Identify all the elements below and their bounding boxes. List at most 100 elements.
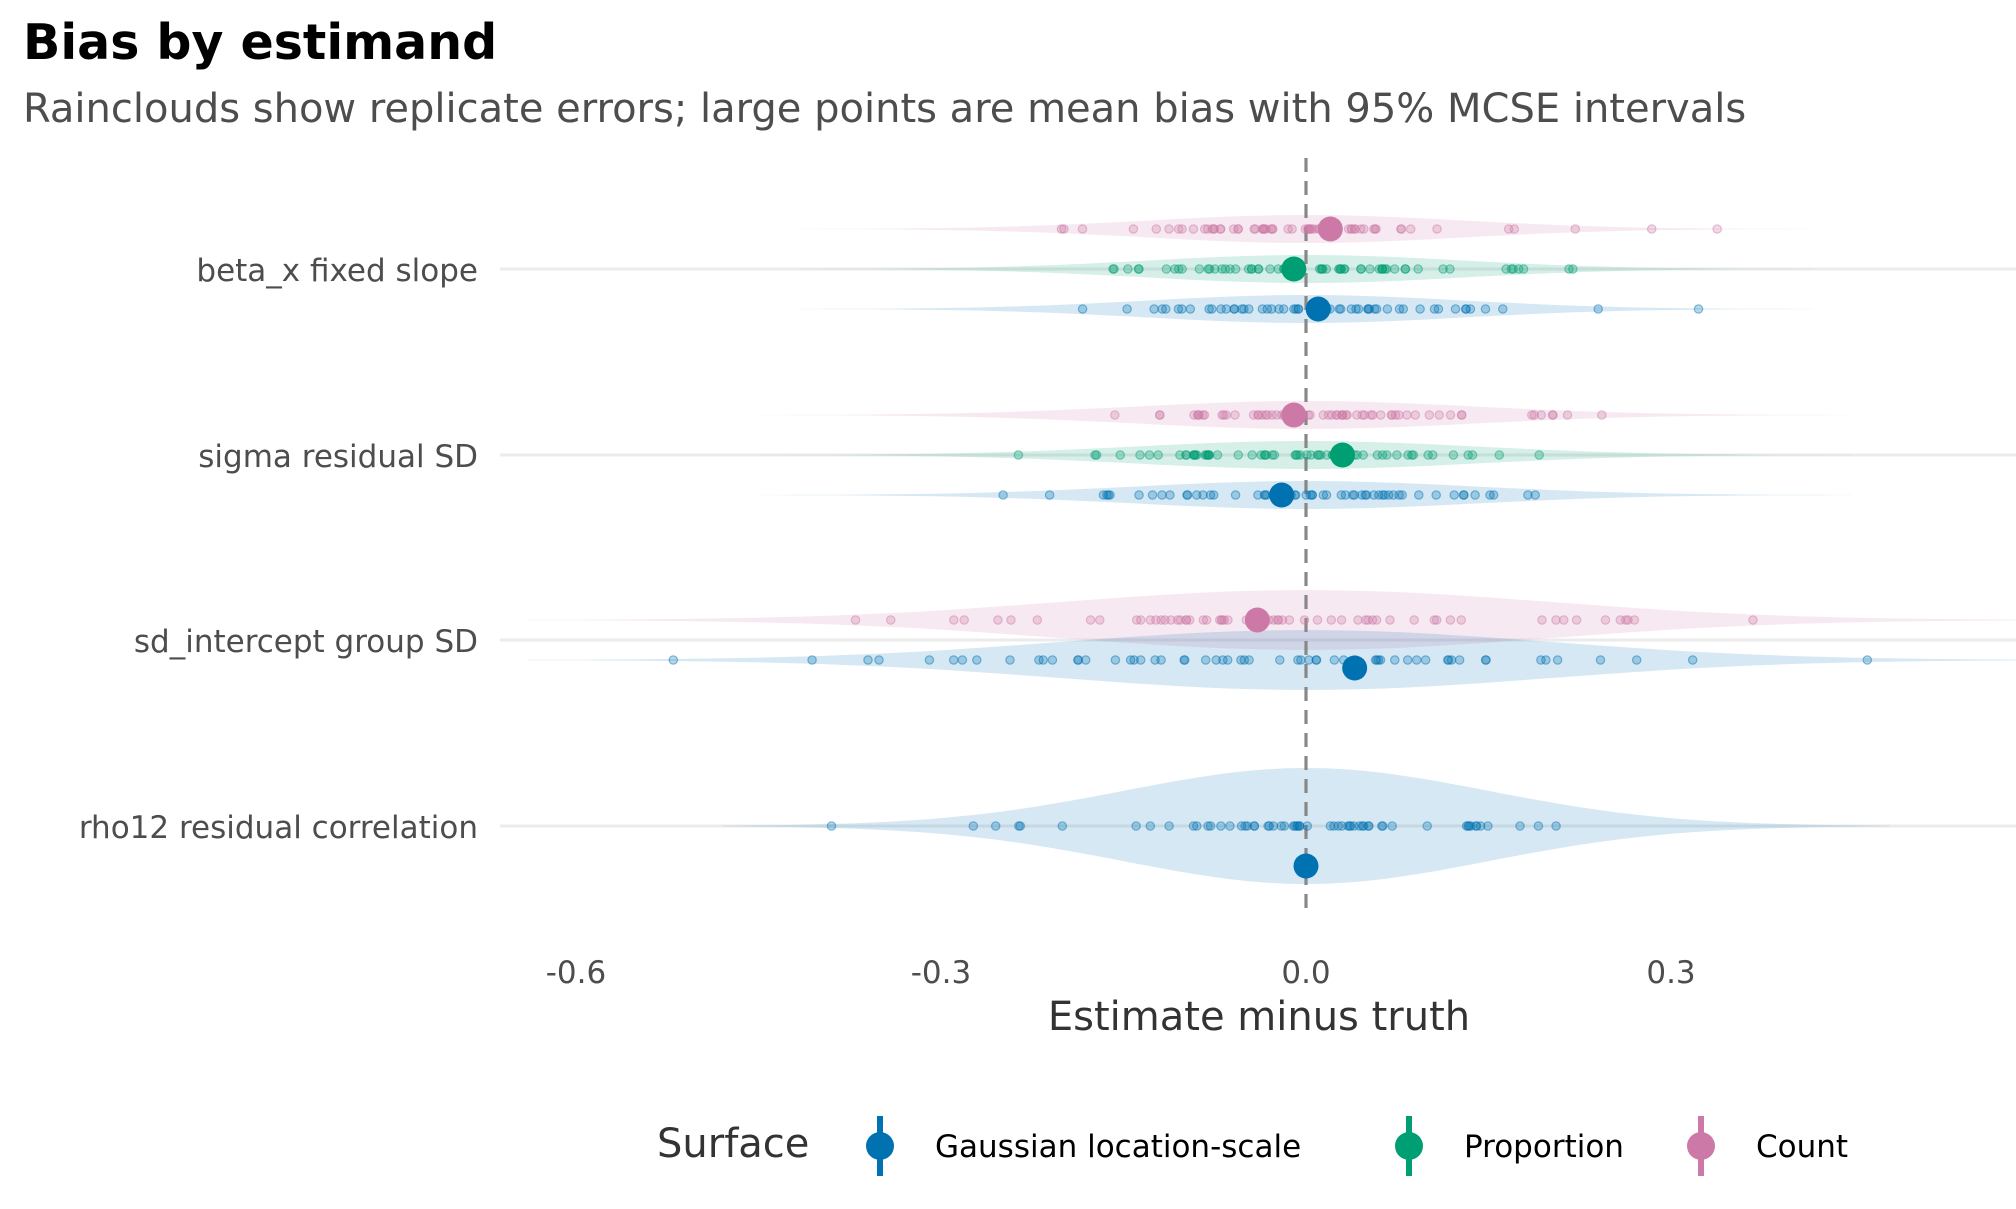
replicate-point <box>1377 821 1387 831</box>
x-tick-label: 0.3 <box>1646 955 1695 991</box>
replicate-point <box>1294 821 1305 831</box>
replicate-point <box>1189 450 1199 460</box>
replicate-point <box>1529 410 1540 420</box>
replicate-point <box>1073 655 1083 665</box>
replicate-point <box>1292 821 1302 831</box>
replicate-point <box>1293 304 1303 314</box>
replicate-point <box>1317 264 1327 274</box>
legend-label: Count <box>1756 1129 1848 1165</box>
replicate-point <box>1326 615 1337 625</box>
replicate-point <box>1366 410 1376 420</box>
replicate-point <box>1244 304 1254 314</box>
replicate-point <box>1192 450 1202 460</box>
replicate-point <box>1110 410 1120 420</box>
replicate-point <box>1128 224 1139 234</box>
replicate-point <box>1387 410 1397 420</box>
replicate-point <box>1377 264 1387 274</box>
replicate-point <box>1374 264 1384 274</box>
replicate-point <box>1175 615 1186 625</box>
replicate-point <box>1134 264 1144 274</box>
replicate-point <box>1189 450 1200 460</box>
replicate-point <box>1265 264 1275 274</box>
replicate-point <box>1211 655 1221 665</box>
replicate-point <box>1259 224 1270 234</box>
replicate-point <box>1208 224 1219 234</box>
replicate-point <box>1175 450 1185 460</box>
replicate-point <box>1329 821 1339 831</box>
replicate-point <box>1090 450 1100 460</box>
replicate-point <box>1276 821 1287 831</box>
replicate-point <box>1593 304 1603 314</box>
replicate-point <box>1558 615 1569 625</box>
replicate-point <box>1402 655 1413 665</box>
replicate-point <box>1249 224 1259 234</box>
replicate-point <box>1177 224 1187 234</box>
mean-bias-point <box>1330 442 1356 468</box>
replicate-point <box>1318 490 1329 500</box>
replicate-point <box>1259 490 1270 500</box>
replicate-point <box>1340 490 1351 500</box>
replicate-point <box>1273 615 1284 625</box>
replicate-point <box>1513 264 1524 274</box>
replicate-point <box>1337 410 1348 420</box>
legend-key-point <box>1687 1132 1715 1160</box>
replicate-point <box>1377 490 1388 500</box>
legend-key-point <box>866 1132 894 1160</box>
replicate-point <box>1371 304 1382 314</box>
replicate-point <box>1098 490 1109 500</box>
replicate-point <box>1432 224 1442 234</box>
replicate-point <box>1307 490 1318 500</box>
replicate-point <box>1207 304 1217 314</box>
replicate-point <box>1631 655 1642 665</box>
replicate-point <box>1181 450 1191 460</box>
replicate-point <box>1253 410 1263 420</box>
replicate-point <box>1429 615 1440 625</box>
replicate-point <box>1402 410 1412 420</box>
replicate-point <box>1405 224 1416 234</box>
replicate-point <box>1225 821 1235 831</box>
replicate-point <box>1336 264 1346 274</box>
replicate-point <box>1343 224 1354 234</box>
replicate-point <box>1249 821 1260 831</box>
replicate-point <box>1363 615 1373 625</box>
replicate-point <box>1377 450 1388 460</box>
replicate-point <box>1347 224 1357 234</box>
replicate-point <box>1267 224 1278 234</box>
replicate-point <box>1115 450 1125 460</box>
replicate-point <box>1445 264 1455 274</box>
replicate-point <box>1515 821 1525 831</box>
replicate-point <box>1291 450 1301 460</box>
replicate-point <box>1267 450 1278 460</box>
replicate-point <box>1161 304 1171 314</box>
replicate-point <box>1034 655 1044 665</box>
replicate-point <box>1458 490 1469 500</box>
replicate-point <box>1370 224 1380 234</box>
replicate-point <box>1131 615 1142 625</box>
replicate-point <box>1264 821 1275 831</box>
replicate-point <box>1373 655 1384 665</box>
replicate-point <box>1541 655 1551 665</box>
replicate-point <box>1339 264 1350 274</box>
replicate-point <box>1253 490 1263 500</box>
replicate-point <box>1360 615 1371 625</box>
replicate-point <box>1204 450 1214 460</box>
replicate-point <box>1564 264 1574 274</box>
replicate-point <box>1349 821 1359 831</box>
replicate-point <box>1410 410 1421 420</box>
replicate-point <box>990 821 1001 831</box>
density-cloud <box>527 590 2016 650</box>
replicate-point <box>1361 490 1372 500</box>
replicate-point <box>1095 615 1105 625</box>
replicate-point <box>1134 490 1144 500</box>
replicate-point <box>1080 655 1091 665</box>
replicate-point <box>1394 490 1404 500</box>
replicate-point <box>1219 410 1229 420</box>
replicate-point <box>1523 490 1533 500</box>
replicate-point <box>1188 821 1199 831</box>
replicate-point <box>1164 224 1174 234</box>
replicate-point <box>1105 490 1115 500</box>
mean-bias-point <box>1244 607 1270 633</box>
replicate-point <box>1229 304 1240 314</box>
replicate-point <box>1485 490 1495 500</box>
replicate-point <box>1337 410 1348 420</box>
